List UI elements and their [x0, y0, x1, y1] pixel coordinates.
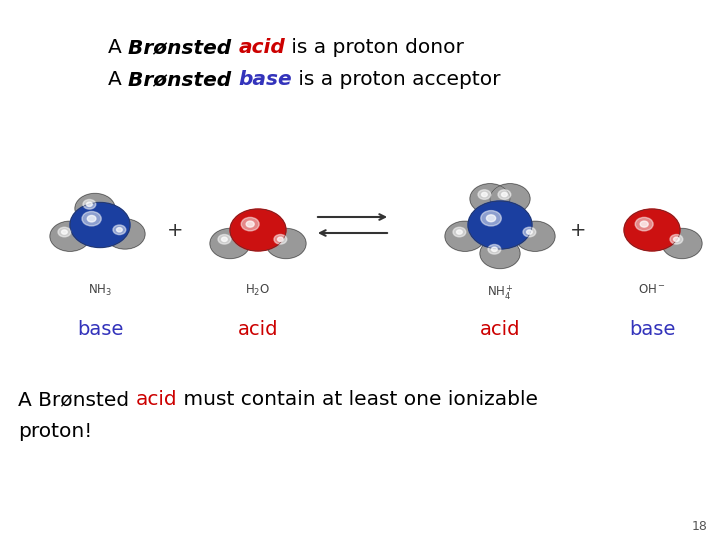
Circle shape [526, 230, 532, 234]
Circle shape [468, 201, 532, 249]
Circle shape [470, 184, 510, 214]
Circle shape [266, 228, 306, 259]
Circle shape [662, 228, 702, 259]
Circle shape [86, 202, 92, 206]
Circle shape [523, 227, 536, 237]
Circle shape [277, 237, 283, 241]
Circle shape [498, 190, 510, 199]
Circle shape [640, 221, 648, 227]
Text: 18: 18 [692, 520, 708, 533]
Circle shape [478, 190, 491, 199]
Text: +: + [570, 220, 586, 240]
Text: NH$_3$: NH$_3$ [88, 283, 112, 298]
Circle shape [481, 211, 501, 226]
Circle shape [490, 184, 530, 214]
Circle shape [87, 215, 96, 222]
Text: base: base [629, 320, 675, 339]
Text: H$_2$O: H$_2$O [246, 283, 271, 298]
Circle shape [113, 225, 126, 234]
Text: base: base [77, 320, 123, 339]
Text: acid: acid [135, 390, 177, 409]
Circle shape [222, 237, 228, 241]
Circle shape [488, 245, 501, 254]
Text: is a proton acceptor: is a proton acceptor [292, 70, 500, 89]
Text: is a proton donor: is a proton donor [285, 38, 464, 57]
Circle shape [480, 239, 520, 268]
Circle shape [487, 215, 495, 222]
Circle shape [456, 230, 462, 234]
Text: NH$_4^+$: NH$_4^+$ [487, 283, 513, 302]
Text: OH$^-$: OH$^-$ [638, 283, 666, 296]
Circle shape [117, 228, 122, 232]
Text: +: + [167, 220, 184, 240]
Circle shape [58, 227, 71, 237]
Text: base: base [238, 70, 292, 89]
Text: Brønsted: Brønsted [128, 38, 238, 57]
Circle shape [502, 192, 508, 197]
Text: Brønsted: Brønsted [128, 70, 238, 89]
Circle shape [670, 234, 683, 244]
Circle shape [210, 228, 250, 259]
Circle shape [230, 209, 286, 251]
Text: A: A [108, 70, 128, 89]
Text: must contain at least one ionizable: must contain at least one ionizable [177, 390, 538, 409]
Text: A: A [108, 38, 128, 57]
Circle shape [515, 221, 555, 251]
Circle shape [75, 193, 115, 224]
Circle shape [453, 227, 466, 237]
Circle shape [624, 209, 680, 251]
Circle shape [274, 234, 287, 244]
Text: acid: acid [480, 320, 521, 339]
Circle shape [445, 221, 485, 251]
Circle shape [50, 221, 90, 251]
Circle shape [218, 234, 231, 244]
Circle shape [673, 237, 679, 241]
Circle shape [70, 202, 130, 247]
Circle shape [246, 221, 254, 227]
Circle shape [492, 247, 498, 252]
Circle shape [635, 218, 653, 231]
Circle shape [241, 218, 259, 231]
Circle shape [61, 230, 67, 234]
Text: A Brønsted: A Brønsted [18, 390, 135, 409]
Circle shape [105, 219, 145, 249]
Circle shape [482, 192, 487, 197]
Text: acid: acid [238, 320, 278, 339]
Text: acid: acid [238, 38, 285, 57]
Circle shape [83, 199, 96, 209]
Text: proton!: proton! [18, 422, 92, 441]
Circle shape [82, 212, 102, 226]
